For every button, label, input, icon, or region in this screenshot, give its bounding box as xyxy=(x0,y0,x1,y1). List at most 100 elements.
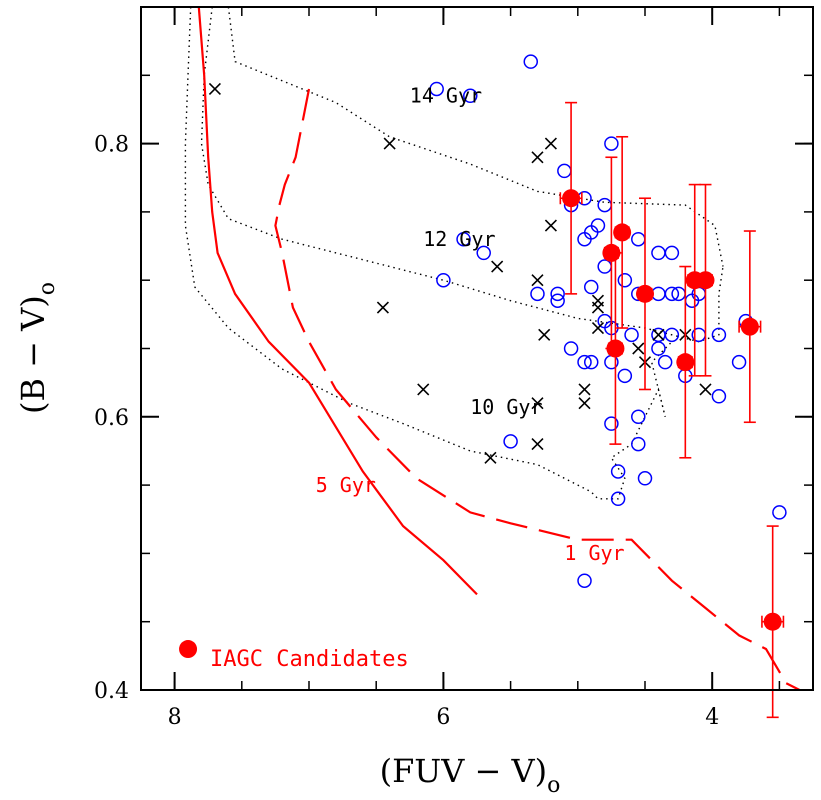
cross-point xyxy=(544,137,557,150)
minor-ticks xyxy=(141,7,813,690)
model-5gyr-line xyxy=(197,6,478,596)
open-circle-point xyxy=(597,197,612,213)
open-circle-point xyxy=(772,505,787,520)
open-circle-point xyxy=(617,272,633,288)
curve-label: 14 Gyr xyxy=(410,84,482,108)
x-tick-label: 6 xyxy=(436,705,450,730)
open-circle-point xyxy=(557,163,572,179)
open-circle-point xyxy=(631,231,646,247)
open-circle-point xyxy=(651,341,666,356)
open-circle-point xyxy=(597,259,612,274)
iagc-candidate-point xyxy=(613,223,632,242)
y-tick-label: 0.6 xyxy=(94,406,129,431)
cross-point xyxy=(208,82,221,96)
iagc-candidate-point xyxy=(696,271,715,290)
open-circle-point xyxy=(610,491,626,507)
cross-point xyxy=(699,383,712,396)
cross-point xyxy=(531,151,544,164)
open-circle-point xyxy=(550,286,565,302)
cross-point xyxy=(591,301,605,314)
open-circle-point xyxy=(476,245,491,261)
cross-point xyxy=(652,328,665,341)
open-circle-point xyxy=(711,389,727,404)
open-circle-point xyxy=(523,54,539,69)
x-tick-label: 8 xyxy=(168,705,182,730)
open-circle-point xyxy=(463,88,478,104)
open-circle-point xyxy=(631,436,646,452)
isochrone-dotted-line xyxy=(184,6,673,500)
cross-point xyxy=(632,342,645,355)
y-tick-label: 0.4 xyxy=(94,679,129,704)
model-1gyr-dashed-line xyxy=(274,88,801,691)
open-circle-point xyxy=(583,225,599,240)
y-tick-label: 0.8 xyxy=(94,133,129,158)
iagc-candidate-point xyxy=(636,284,654,303)
open-circle-point xyxy=(617,368,633,384)
iagc-candidate-point xyxy=(676,353,695,372)
x-axis-subscript: o xyxy=(547,773,560,798)
open-circle-point xyxy=(429,81,444,97)
legend-label: IAGC Candidates xyxy=(210,647,409,672)
cross-point xyxy=(417,383,430,396)
open-circle-point xyxy=(456,231,471,247)
cross-point xyxy=(538,328,551,341)
x-tick-label: 4 xyxy=(705,705,719,730)
open-circle-point xyxy=(651,245,666,261)
open-circle-point xyxy=(631,409,646,425)
open-circle-point xyxy=(711,327,727,343)
cross-point xyxy=(578,383,591,396)
model-curves xyxy=(184,6,801,691)
major-ticks xyxy=(141,7,813,691)
iagc-candidate-point xyxy=(562,189,581,208)
open-circle-point xyxy=(664,286,680,302)
curve-label: 1 Gyr xyxy=(564,541,624,565)
cross-point xyxy=(376,301,389,314)
annotations: 14 Gyr 12 Gyr 10 Gyr 5 Gyr 1 Gyr xyxy=(316,84,625,566)
data-points xyxy=(208,54,787,588)
iagc-candidate-point xyxy=(740,317,759,336)
cross-point xyxy=(531,397,544,410)
open-circle-point xyxy=(664,327,680,343)
open-circle-point xyxy=(436,272,451,288)
plot-frame xyxy=(140,6,814,691)
open-circle-point xyxy=(624,327,639,343)
y-axis-subscript: o xyxy=(35,282,60,295)
open-circle-point xyxy=(610,464,626,479)
cross-point xyxy=(591,321,605,335)
tick-labels: 8 6 4 0.4 0.6 0.8 xyxy=(94,133,719,730)
open-circle-point xyxy=(577,354,592,370)
y-axis-title: (B − V)o xyxy=(14,282,60,414)
open-circle-point xyxy=(664,245,680,261)
open-circle-point xyxy=(563,341,579,356)
cross-point xyxy=(544,219,557,232)
open-circle-point xyxy=(637,471,653,486)
cross-point xyxy=(484,451,497,464)
open-circle-point xyxy=(530,286,545,302)
open-circle-point xyxy=(577,573,592,588)
error-bars xyxy=(559,101,785,719)
open-circle-point xyxy=(583,279,599,295)
iagc-candidate-point xyxy=(606,339,625,358)
x-axis-label: (FUV − V) xyxy=(380,752,548,790)
x-axis-title: (FUV − V)o xyxy=(380,752,561,798)
curve-label: 5 Gyr xyxy=(316,473,376,497)
open-circle-point xyxy=(583,354,599,370)
cross-point xyxy=(383,137,396,150)
legend: IAGC Candidates xyxy=(179,640,409,672)
open-circle-point xyxy=(657,354,673,370)
legend-marker xyxy=(179,640,198,659)
open-circle-point xyxy=(604,416,619,431)
y-axis-label: (B − V) xyxy=(14,295,52,414)
cross-point xyxy=(578,397,591,410)
open-circle-point xyxy=(503,434,518,449)
iagc-candidate-point xyxy=(763,612,782,631)
open-circle-point xyxy=(604,136,619,151)
curve-label: 12 Gyr xyxy=(423,227,495,251)
cross-point xyxy=(531,438,544,451)
cross-point xyxy=(531,274,544,287)
open-circle-point xyxy=(550,293,565,308)
cross-point xyxy=(491,260,504,273)
curve-label: 10 Gyr xyxy=(470,395,542,419)
open-circle-point xyxy=(731,354,747,370)
